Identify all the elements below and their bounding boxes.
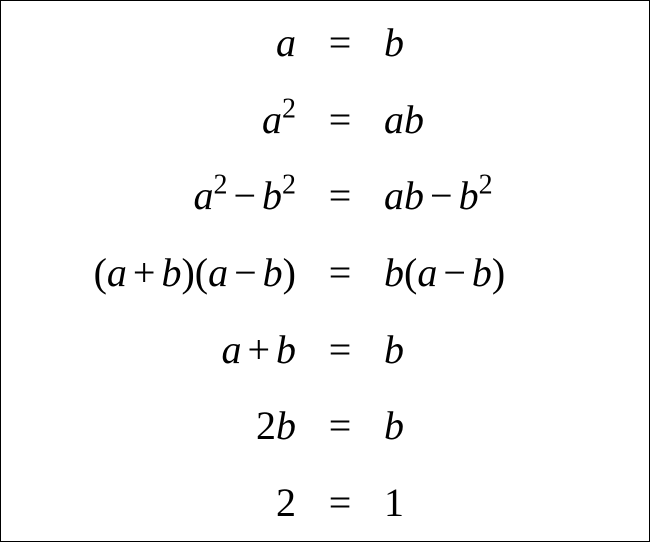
minus-sign: − xyxy=(424,173,459,218)
lhs-7: 2 xyxy=(10,483,310,523)
var-b: b xyxy=(276,327,296,372)
equals-sign: = xyxy=(310,330,370,370)
exponent: 2 xyxy=(282,170,296,201)
var-b: b xyxy=(384,327,404,372)
equals-sign: = xyxy=(310,483,370,523)
var-a: a xyxy=(221,327,241,372)
lhs-4: (a+b)(a−b) xyxy=(10,253,310,293)
var-b: b xyxy=(262,173,282,218)
equals-sign: = xyxy=(310,406,370,446)
equals-sign: = xyxy=(310,176,370,216)
minus-sign: − xyxy=(437,250,472,295)
open-paren: ( xyxy=(94,250,107,295)
close-paren: ) xyxy=(283,250,296,295)
num-1: 1 xyxy=(384,480,404,525)
var-b: b xyxy=(161,250,181,295)
equation-row-1: a = b xyxy=(1,5,649,82)
var-b: b xyxy=(472,250,492,295)
var-b: b xyxy=(459,173,479,218)
rhs-6: b xyxy=(370,406,640,446)
var-a: a xyxy=(262,97,282,142)
exponent: 2 xyxy=(282,93,296,124)
equation-row-5: a+b = b xyxy=(1,311,649,388)
rhs-2: ab xyxy=(370,100,640,140)
var-a: a xyxy=(384,97,404,142)
plus-sign: + xyxy=(127,250,162,295)
var-a: a xyxy=(107,250,127,295)
equation-row-7: 2 = 1 xyxy=(1,464,649,541)
var-a: a xyxy=(193,173,213,218)
exponent: 2 xyxy=(479,170,493,201)
lhs-5: a+b xyxy=(10,330,310,370)
minus-sign: − xyxy=(228,250,263,295)
var-b: b xyxy=(263,250,283,295)
num-2: 2 xyxy=(256,403,276,448)
equation-row-2: a2 = ab xyxy=(1,82,649,159)
lhs-2: a2 xyxy=(10,100,310,140)
rhs-3: ab−b2 xyxy=(370,176,640,216)
equation-block: a = b a2 = ab a2−b2 = ab−b2 (a+b)(a−b) =… xyxy=(1,1,649,541)
var-b: b xyxy=(404,97,424,142)
num-2: 2 xyxy=(276,480,296,525)
var-a: a xyxy=(208,250,228,295)
equation-row-3: a2−b2 = ab−b2 xyxy=(1,158,649,235)
open-paren: ( xyxy=(404,250,417,295)
equals-sign: = xyxy=(310,23,370,63)
var-a: a xyxy=(417,250,437,295)
var-b: b xyxy=(404,173,424,218)
close-paren: ) xyxy=(492,250,505,295)
lhs-3: a2−b2 xyxy=(10,176,310,216)
close-paren: ) xyxy=(181,250,194,295)
rhs-1: b xyxy=(370,23,640,63)
var-b: b xyxy=(384,20,404,65)
var-b: b xyxy=(384,250,404,295)
rhs-4: b(a−b) xyxy=(370,253,640,293)
equation-row-6: 2b = b xyxy=(1,388,649,465)
lhs-6: 2b xyxy=(10,406,310,446)
equals-sign: = xyxy=(310,100,370,140)
minus-sign: − xyxy=(227,173,262,218)
var-a: a xyxy=(384,173,404,218)
equation-row-4: (a+b)(a−b) = b(a−b) xyxy=(1,235,649,312)
var-b: b xyxy=(384,403,404,448)
var-b: b xyxy=(276,403,296,448)
lhs-1: a xyxy=(10,23,310,63)
open-paren: ( xyxy=(195,250,208,295)
var-a: a xyxy=(276,20,296,65)
rhs-5: b xyxy=(370,330,640,370)
plus-sign: + xyxy=(241,327,276,372)
exponent: 2 xyxy=(213,170,227,201)
equals-sign: = xyxy=(310,253,370,293)
rhs-7: 1 xyxy=(370,483,640,523)
